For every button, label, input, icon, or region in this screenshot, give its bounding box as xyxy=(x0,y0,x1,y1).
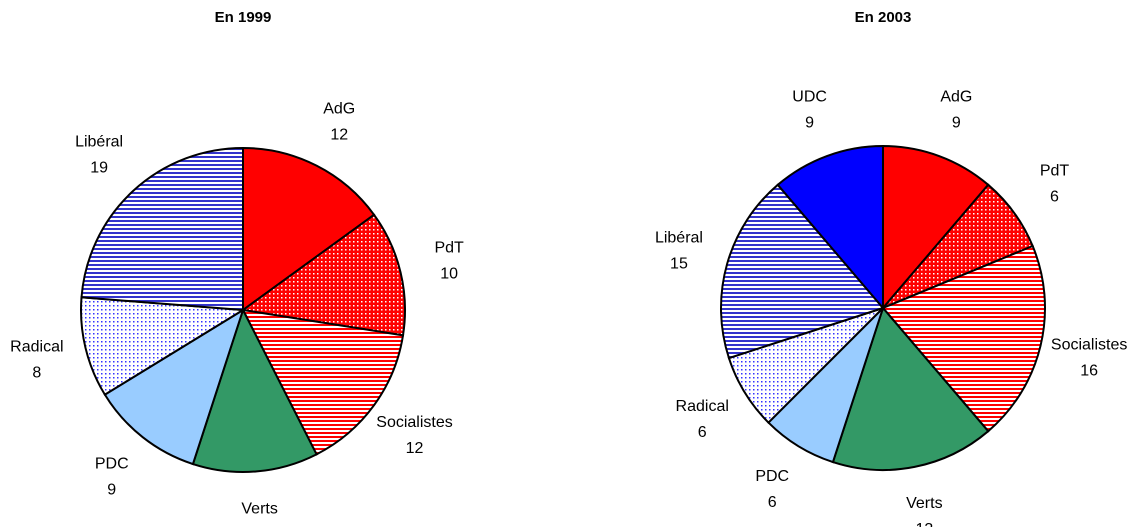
pie-slice xyxy=(103,307,245,466)
slice-value: 9 xyxy=(107,482,116,499)
pie-slice xyxy=(882,144,990,311)
slice-value: 19 xyxy=(90,160,108,177)
slice-value: 9 xyxy=(952,114,961,131)
slice-label: AdG xyxy=(323,100,355,117)
slice-label: Verts xyxy=(906,495,942,512)
slice-label: Socialistes xyxy=(376,414,452,431)
slice-label: Libéral xyxy=(655,230,703,247)
slice-value: 12 xyxy=(406,440,424,457)
slice-value: 6 xyxy=(768,494,777,511)
pie-slice xyxy=(191,307,318,473)
slice-value: 15 xyxy=(670,256,688,273)
slice-label: Libéral xyxy=(75,134,123,151)
pie-slice xyxy=(241,308,405,456)
pie-slice xyxy=(881,244,1046,433)
slice-label: PdT xyxy=(1040,163,1070,180)
slice-value: 10 xyxy=(440,266,458,283)
pie-slice xyxy=(240,213,406,337)
pie-slice xyxy=(776,144,884,311)
pie-slice xyxy=(80,296,247,397)
slice-label: PDC xyxy=(755,468,789,485)
slice-value: 6 xyxy=(1050,189,1059,206)
slice-label: PdT xyxy=(434,240,464,257)
pie-slice xyxy=(80,146,244,312)
slice-label: UDC xyxy=(792,88,827,105)
slice-value: 16 xyxy=(1080,363,1098,380)
pie-slice xyxy=(242,146,376,312)
slice-value: 6 xyxy=(698,424,707,441)
slice-value: 8 xyxy=(32,365,41,382)
slice-value: 9 xyxy=(805,114,814,131)
pie-slice xyxy=(831,305,990,471)
slice-value: 12 xyxy=(330,126,348,143)
slice-label: Radical xyxy=(10,339,63,356)
slice-label: PDC xyxy=(95,456,129,473)
chart-title: En 2003 xyxy=(855,9,912,26)
slice-label: Radical xyxy=(676,398,729,415)
slice-label: AdG xyxy=(940,88,972,105)
slice-label: Verts xyxy=(241,501,277,518)
slice-label: Socialistes xyxy=(1051,337,1127,354)
pie-slice xyxy=(720,183,885,360)
slice-value: 13 xyxy=(915,521,933,527)
chart-title: En 1999 xyxy=(215,9,272,26)
